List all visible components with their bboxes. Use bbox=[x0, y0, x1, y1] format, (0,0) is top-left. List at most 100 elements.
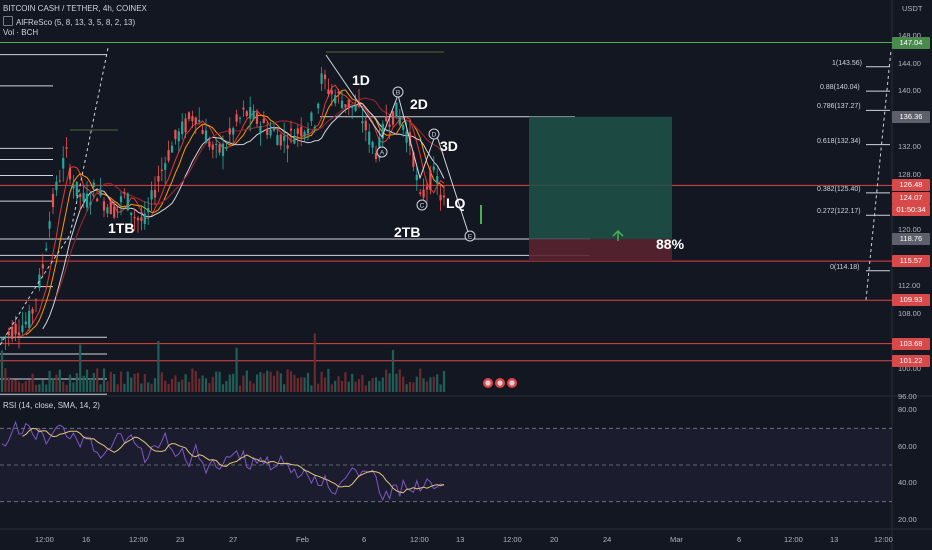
volume-bar bbox=[334, 380, 337, 392]
volume-bar bbox=[157, 341, 160, 392]
volume-bar bbox=[65, 384, 68, 392]
volume-bar bbox=[106, 381, 109, 392]
wave-point-marker bbox=[376, 146, 388, 158]
fib-level-label: 0.272(122.17) bbox=[817, 208, 861, 216]
volume-bar bbox=[75, 373, 78, 392]
rsi-pane bbox=[0, 420, 892, 503]
candle-body bbox=[317, 103, 320, 109]
volume-bar bbox=[187, 382, 191, 392]
volume-bar bbox=[306, 372, 310, 392]
event-icon bbox=[497, 380, 503, 386]
volume-bar bbox=[323, 377, 327, 392]
candle-body bbox=[242, 107, 245, 110]
volume-bar bbox=[4, 368, 7, 392]
volume-bar bbox=[381, 377, 384, 392]
wave-point-marker bbox=[464, 230, 476, 242]
price-badge: 126.48 bbox=[892, 179, 930, 192]
candle-body bbox=[320, 73, 323, 84]
candle-body bbox=[215, 143, 218, 146]
volume-bar bbox=[174, 375, 177, 392]
volume-bar bbox=[351, 373, 354, 392]
candle-body bbox=[68, 168, 72, 180]
volume-bar bbox=[422, 378, 425, 392]
time-tick-label: 23 bbox=[176, 535, 185, 544]
candle-body bbox=[351, 105, 354, 109]
candle-body bbox=[143, 213, 146, 225]
volume-bar bbox=[245, 370, 248, 392]
candle-body bbox=[327, 89, 330, 94]
candle-body bbox=[432, 166, 435, 170]
volume-bar bbox=[123, 383, 126, 392]
candle-body bbox=[79, 194, 82, 198]
candle-body bbox=[296, 128, 299, 134]
wave-point-marker bbox=[416, 199, 428, 211]
candle-body bbox=[48, 221, 51, 229]
candle-body bbox=[34, 299, 38, 301]
volume-bar bbox=[140, 383, 143, 392]
volume-bar bbox=[113, 374, 116, 392]
volume-bar bbox=[340, 380, 344, 392]
candle-body bbox=[395, 102, 398, 118]
candle-body bbox=[347, 99, 350, 109]
candle-body bbox=[102, 201, 106, 211]
volume-bar bbox=[293, 374, 296, 392]
volume-bar bbox=[58, 369, 61, 392]
price-badge: 101.22 bbox=[892, 354, 930, 367]
candle-body bbox=[184, 118, 187, 133]
candle-body bbox=[269, 129, 272, 136]
event-icon bbox=[485, 380, 491, 386]
visibility-icon[interactable] bbox=[3, 16, 13, 26]
rsi-legend[interactable]: RSI (14, close, SMA, 14, 2) bbox=[3, 401, 100, 410]
volume-bar bbox=[147, 382, 150, 392]
volume-legend[interactable]: Vol · BCH bbox=[3, 28, 39, 37]
wave-2d-label: 2D bbox=[410, 96, 428, 112]
volume-bar bbox=[286, 369, 289, 392]
volume-bar bbox=[303, 377, 306, 392]
wave-point-label: C bbox=[420, 203, 425, 210]
time-tick-label: 16 bbox=[82, 535, 91, 544]
candle-body bbox=[344, 104, 347, 107]
volume-bar bbox=[62, 381, 65, 392]
volume-bar bbox=[143, 373, 146, 392]
volume-bar bbox=[204, 378, 208, 392]
candle-body bbox=[415, 174, 418, 181]
candle-body bbox=[147, 208, 150, 213]
volume-bar bbox=[208, 382, 211, 392]
price-tick-label: 148.00 bbox=[898, 30, 921, 40]
rsi-tick-label: 40.00 bbox=[898, 478, 917, 488]
candle-body bbox=[238, 117, 242, 119]
candle-body bbox=[364, 120, 367, 131]
volume-bar bbox=[371, 378, 374, 392]
position-zones bbox=[480, 49, 892, 300]
candle-body bbox=[235, 114, 238, 122]
time-tick-label: 20 bbox=[550, 535, 559, 544]
volume-bar bbox=[300, 377, 303, 392]
volume-bar bbox=[68, 374, 72, 392]
time-tick-label: 6 bbox=[362, 535, 367, 544]
candle-body bbox=[123, 191, 126, 194]
candle-body bbox=[187, 112, 191, 120]
volume-bar bbox=[442, 371, 446, 392]
volume-bar bbox=[28, 379, 31, 392]
volume-bar bbox=[153, 378, 157, 392]
volume-bar bbox=[228, 374, 231, 392]
candle-body bbox=[72, 184, 75, 189]
candle-body bbox=[385, 116, 388, 122]
volume-bar bbox=[235, 347, 238, 392]
volume-bar bbox=[31, 373, 34, 392]
candle-body bbox=[62, 158, 65, 169]
volume-bar bbox=[191, 368, 194, 392]
volume-bar bbox=[232, 373, 235, 392]
indicator-legend[interactable]: AlFReSco (5, 8, 13, 3, 5, 8, 2, 13) bbox=[3, 16, 135, 28]
volume-bar bbox=[388, 373, 391, 392]
price-badge: 136.36 bbox=[892, 110, 930, 123]
volume-bar bbox=[320, 371, 323, 392]
volume-bar bbox=[354, 381, 357, 392]
candle-body bbox=[136, 217, 140, 221]
volume-bar bbox=[439, 384, 442, 392]
volume-bar bbox=[432, 376, 435, 392]
candle-body bbox=[391, 111, 395, 125]
volume-bar bbox=[7, 377, 10, 392]
